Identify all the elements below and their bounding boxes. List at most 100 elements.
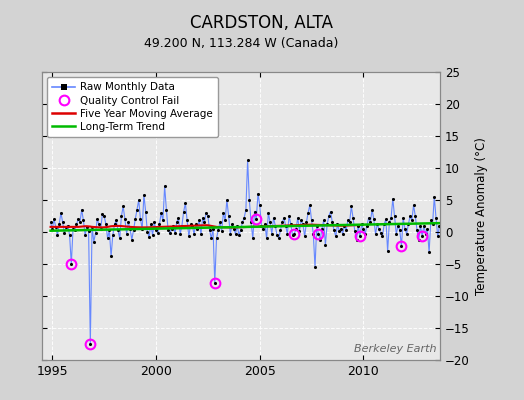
Point xyxy=(57,210,65,216)
Point xyxy=(174,215,183,221)
Point xyxy=(299,221,307,228)
Point xyxy=(150,219,158,226)
Point xyxy=(100,213,108,219)
Point xyxy=(135,197,143,203)
Point xyxy=(192,221,200,228)
Point xyxy=(102,221,110,228)
Point xyxy=(50,216,58,222)
Point xyxy=(66,232,74,238)
Point xyxy=(154,230,162,236)
Point xyxy=(344,217,352,224)
Point xyxy=(141,208,150,215)
Point xyxy=(214,227,222,233)
Point xyxy=(271,222,279,229)
Point xyxy=(155,221,163,228)
Point xyxy=(418,233,427,240)
Point xyxy=(69,226,77,232)
Point xyxy=(425,249,433,256)
Point xyxy=(195,217,203,224)
Point xyxy=(88,224,96,230)
Point xyxy=(51,224,60,230)
Point xyxy=(432,215,440,221)
Point xyxy=(184,233,193,240)
Point xyxy=(91,230,100,236)
Title: 49.200 N, 113.284 W (Canada): 49.200 N, 113.284 W (Canada) xyxy=(144,37,338,50)
Point xyxy=(399,215,407,221)
Point xyxy=(392,231,400,237)
Point xyxy=(78,206,86,213)
Point xyxy=(297,217,305,224)
Point xyxy=(280,215,288,221)
Point xyxy=(123,231,131,237)
Point xyxy=(248,235,257,242)
Point xyxy=(166,230,174,236)
Point xyxy=(290,231,299,237)
Point xyxy=(193,226,202,232)
Point xyxy=(314,231,323,237)
Point xyxy=(411,213,420,219)
Point xyxy=(140,192,148,198)
Point xyxy=(107,253,115,260)
Point xyxy=(81,232,89,238)
Point xyxy=(357,221,366,228)
Point xyxy=(178,222,186,229)
Point xyxy=(207,235,215,242)
Point xyxy=(363,222,371,229)
Point xyxy=(126,226,134,232)
Point xyxy=(409,202,418,208)
Point xyxy=(62,224,70,230)
Y-axis label: Temperature Anomaly (°C): Temperature Anomaly (°C) xyxy=(475,137,488,295)
Point xyxy=(250,208,259,215)
Point xyxy=(352,236,361,243)
Point xyxy=(98,211,106,217)
Point xyxy=(293,215,302,221)
Point xyxy=(263,235,271,242)
Point xyxy=(223,197,231,203)
Point xyxy=(124,219,133,226)
Point xyxy=(369,216,378,222)
Point xyxy=(59,219,67,226)
Point xyxy=(325,213,333,219)
Point xyxy=(114,227,122,233)
Point xyxy=(433,233,442,240)
Point xyxy=(316,236,324,243)
Point xyxy=(381,216,390,222)
Point xyxy=(179,208,188,215)
Text: Berkeley Earth: Berkeley Earth xyxy=(354,344,436,354)
Point xyxy=(354,222,363,229)
Point xyxy=(96,226,105,232)
Point xyxy=(83,224,91,230)
Point xyxy=(183,217,191,224)
Point xyxy=(176,231,184,237)
Point xyxy=(439,248,447,254)
Point xyxy=(364,215,373,221)
Point xyxy=(162,206,171,213)
Point xyxy=(320,217,328,224)
Point xyxy=(413,227,421,233)
Point xyxy=(285,213,293,219)
Point xyxy=(212,235,221,242)
Point xyxy=(108,232,117,238)
Point xyxy=(159,217,167,224)
Point xyxy=(287,221,295,228)
Point xyxy=(321,242,330,248)
Point xyxy=(117,213,126,219)
Point xyxy=(308,217,316,224)
Point xyxy=(67,261,75,267)
Point xyxy=(145,234,154,240)
Point xyxy=(112,217,121,224)
Point xyxy=(76,219,84,226)
Point xyxy=(224,213,233,219)
Point xyxy=(105,227,114,233)
Point xyxy=(385,219,394,226)
Point xyxy=(323,221,331,228)
Point xyxy=(233,222,242,229)
Point xyxy=(396,227,404,233)
Point xyxy=(390,213,399,219)
Point xyxy=(326,208,335,215)
Point xyxy=(136,216,145,222)
Point xyxy=(211,280,219,286)
Point xyxy=(278,219,287,226)
Point xyxy=(276,227,285,233)
Point xyxy=(240,215,248,221)
